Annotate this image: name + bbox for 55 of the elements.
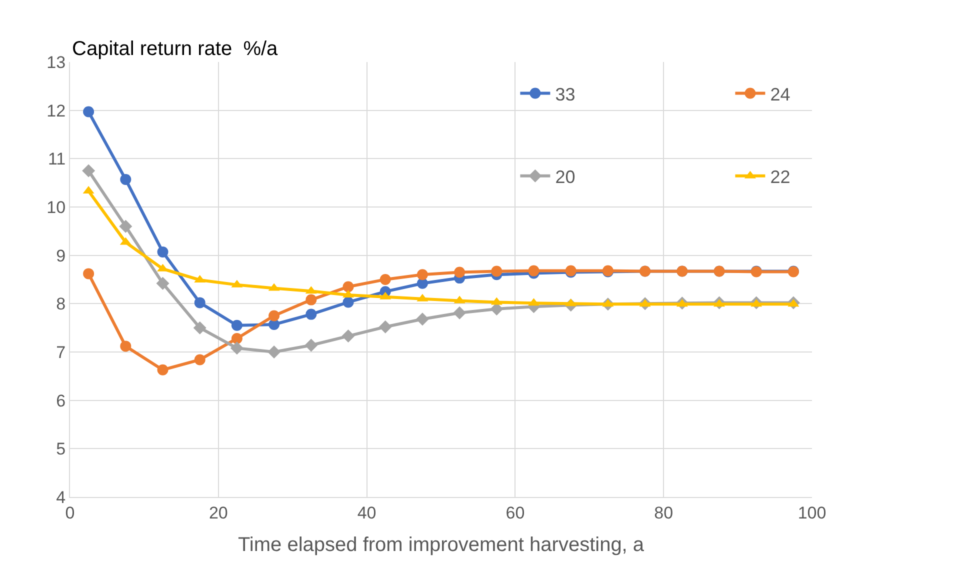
- x-tick-label: 80: [654, 503, 674, 522]
- point: [304, 338, 318, 352]
- point: [194, 297, 206, 308]
- x-tick-label: 40: [357, 503, 376, 522]
- point: [342, 330, 355, 343]
- point: [82, 164, 96, 178]
- point: [231, 332, 242, 344]
- point: [528, 265, 540, 276]
- point: [306, 294, 317, 306]
- legend-label: 33: [555, 84, 576, 104]
- legend-label: 22: [770, 166, 790, 187]
- point: [380, 274, 391, 285]
- point: [120, 340, 132, 352]
- y-tick-label: 7: [56, 342, 66, 362]
- point: [306, 308, 317, 320]
- point: [268, 310, 280, 322]
- y-tick-label: 9: [56, 246, 66, 266]
- point: [454, 266, 466, 278]
- point: [268, 346, 281, 358]
- point: [194, 354, 206, 366]
- point: [83, 106, 94, 118]
- point: [156, 276, 170, 290]
- y-tick-label: 13: [46, 52, 66, 72]
- point: [378, 320, 392, 334]
- point: [157, 246, 168, 258]
- legend-label: 24: [770, 84, 790, 104]
- point: [268, 318, 280, 330]
- x-tick-label: 60: [506, 503, 525, 522]
- y-tick-label: 11: [48, 150, 66, 169]
- point: [416, 312, 429, 326]
- x-axis-title: Time elapsed from improvement harvesting, a: [238, 534, 645, 556]
- point: [342, 281, 354, 292]
- x-tick-label: 100: [798, 503, 826, 522]
- y-tick-label: 6: [56, 391, 66, 410]
- point: [491, 266, 502, 277]
- x-tick-label: 20: [208, 503, 228, 522]
- y-tick-label: 12: [46, 101, 66, 120]
- y-tick-label: 10: [46, 198, 66, 217]
- y-tick-label: 5: [56, 440, 66, 459]
- y-axis-title: Capital return rate %/a: [72, 38, 279, 60]
- x-tick-label: 0: [65, 503, 75, 522]
- point: [157, 364, 168, 376]
- point: [453, 306, 466, 320]
- point: [119, 220, 132, 233]
- y-tick-label: 8: [56, 294, 66, 314]
- point: [83, 268, 94, 280]
- point: [231, 320, 242, 331]
- point: [193, 321, 206, 334]
- point: [120, 174, 132, 185]
- y-tick-label: 4: [56, 488, 66, 507]
- point: [342, 296, 354, 308]
- legend-label: 20: [555, 166, 576, 187]
- point: [416, 269, 428, 280]
- point: [416, 278, 428, 289]
- point: [230, 342, 244, 355]
